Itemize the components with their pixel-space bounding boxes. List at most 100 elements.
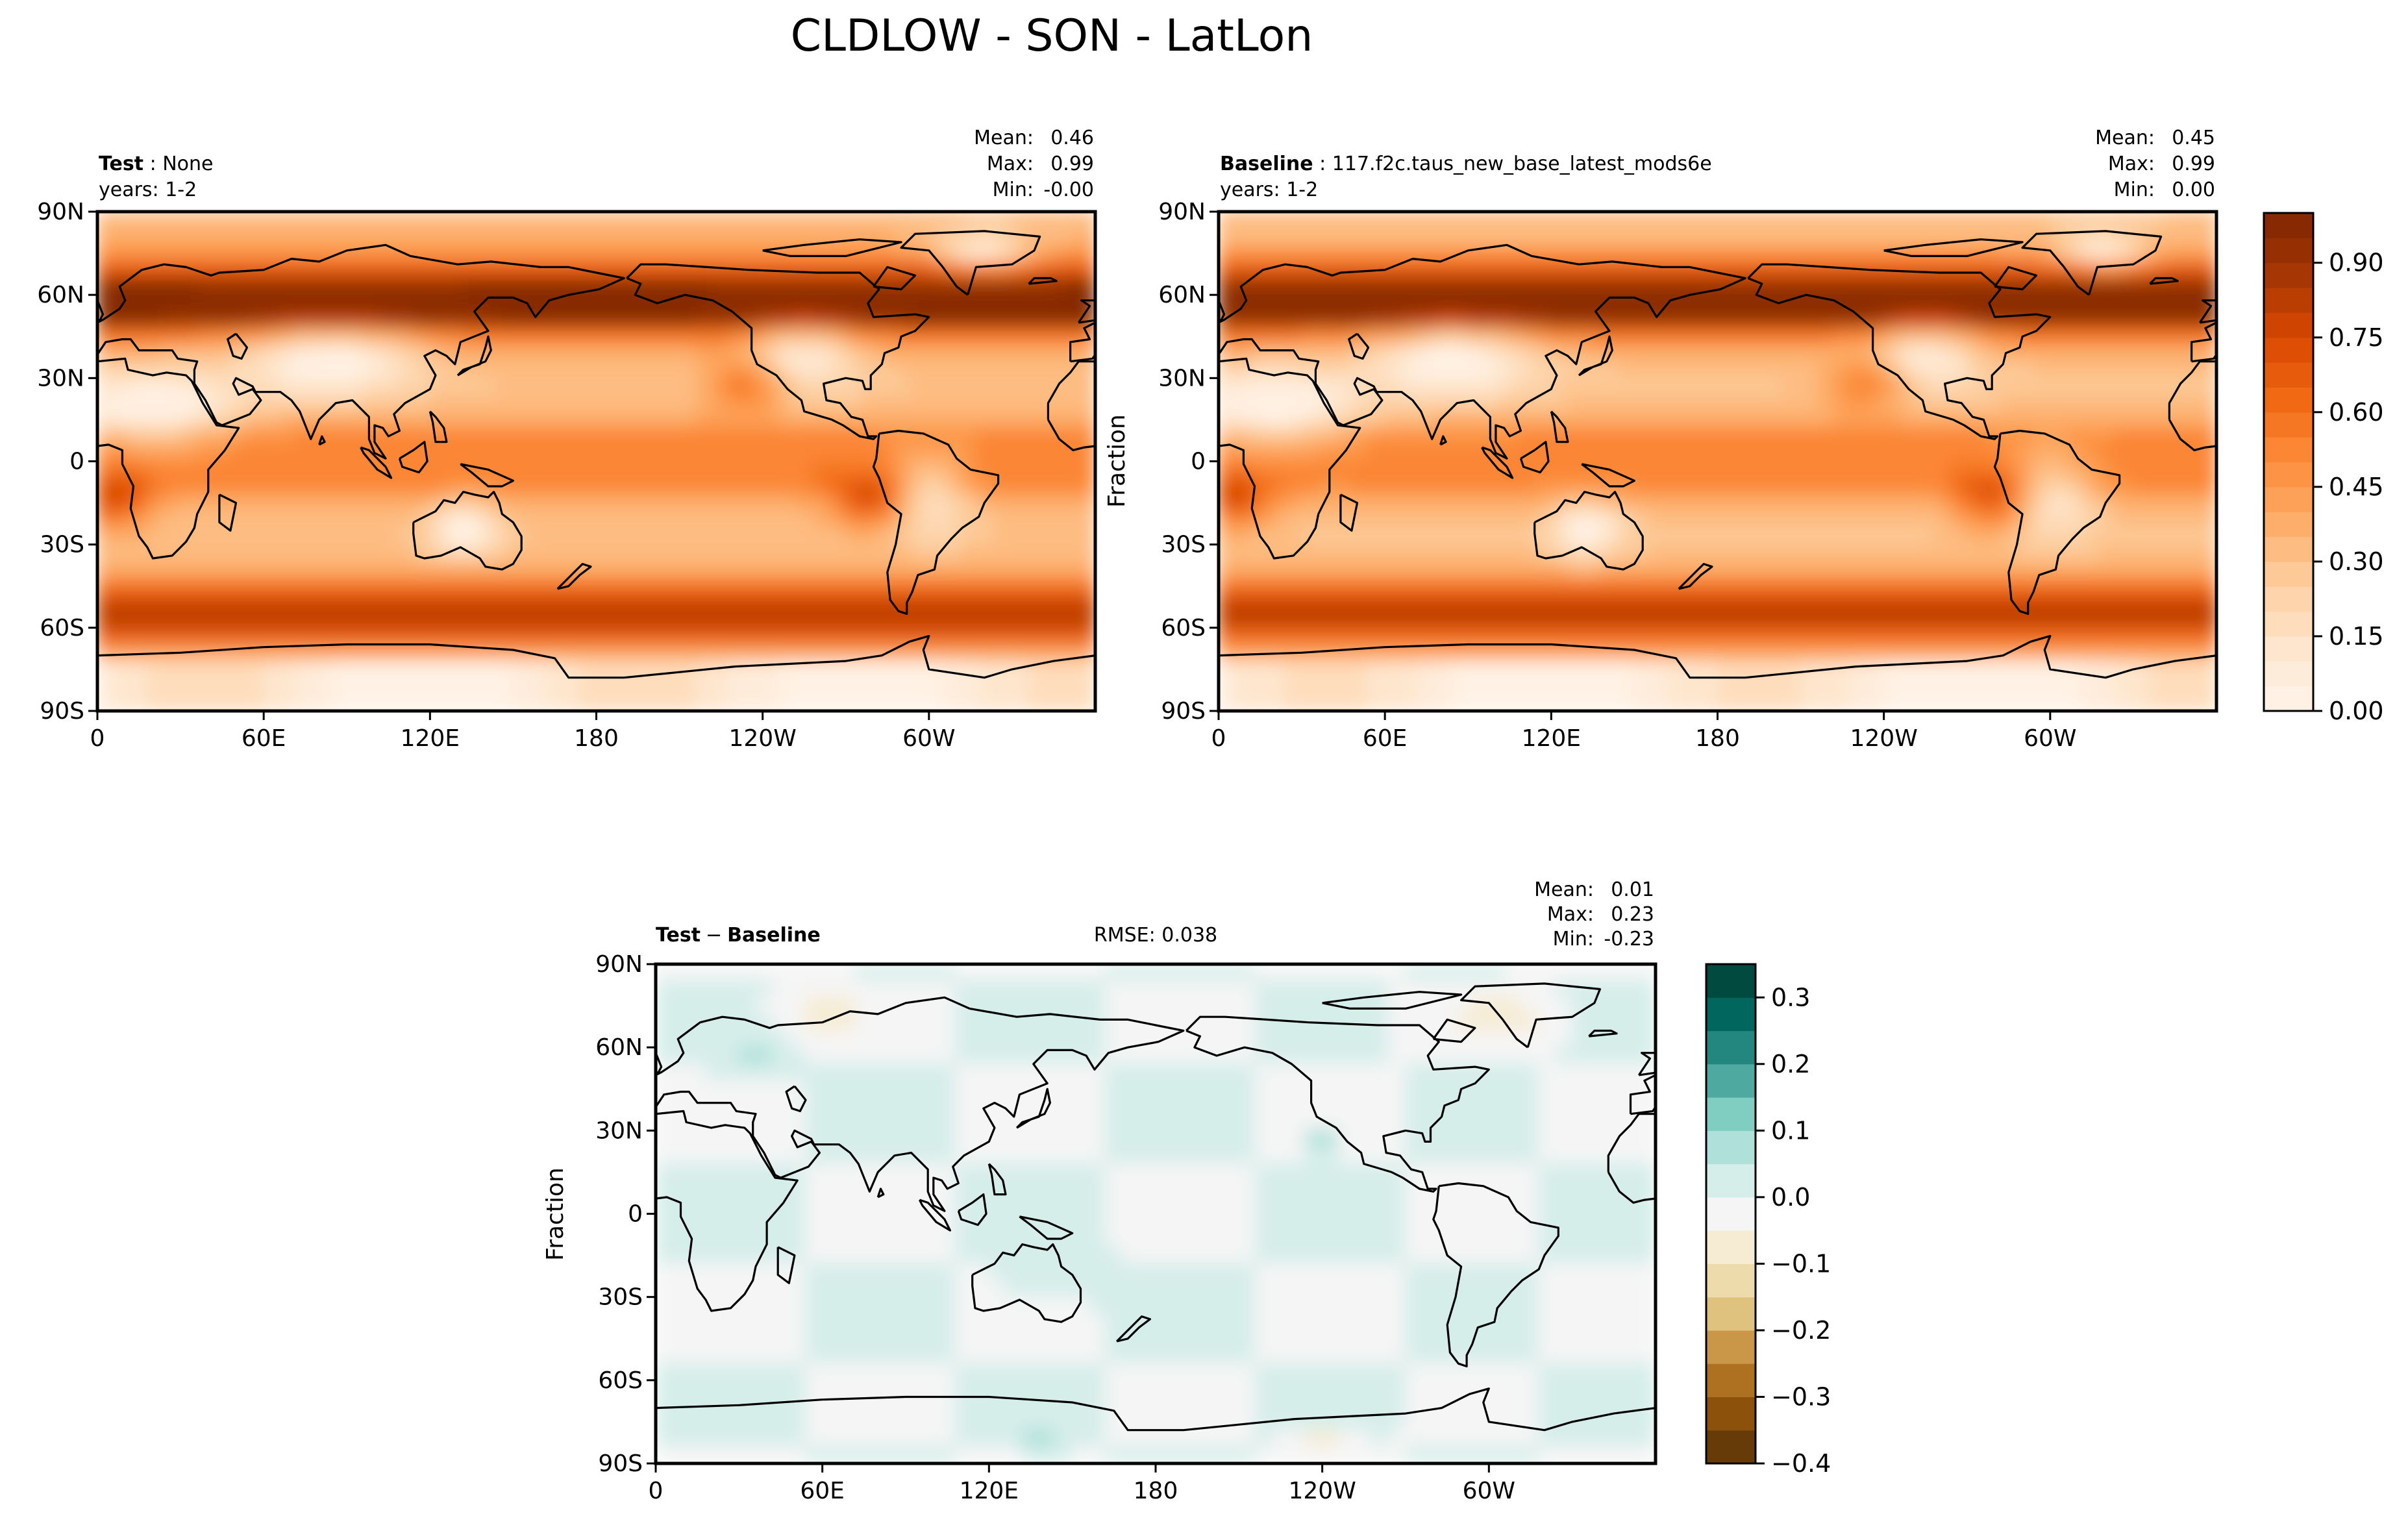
test-field-cell — [279, 610, 298, 628]
diff-field-cell — [1205, 1196, 1223, 1215]
diff-field-cell — [705, 1030, 723, 1049]
test-field-cell — [1045, 227, 1063, 246]
test-field-cell — [246, 627, 265, 645]
diff-field-cell — [821, 1280, 840, 1298]
baseline-field-cell — [1384, 560, 1402, 578]
test-field-cell — [578, 377, 597, 395]
test-lat-tick-label: 0 — [69, 449, 84, 475]
test-field-cell — [762, 677, 780, 695]
baseline-field-cell — [1500, 260, 1519, 279]
test-field-cell — [529, 627, 547, 645]
baseline-field-cell — [1367, 227, 1386, 246]
diff-field-cell — [1521, 1196, 1540, 1215]
baseline-field-cell — [2066, 260, 2084, 279]
test-field-cell — [662, 394, 680, 412]
test-field-cell — [795, 260, 813, 279]
diff-field-cell — [1188, 964, 1206, 982]
baseline-field-cell — [1234, 244, 1253, 262]
baseline-field-cell — [2132, 460, 2151, 479]
baseline-field-cell — [1417, 660, 1435, 678]
baseline-field-cell — [2000, 310, 2018, 329]
test-field-cell — [895, 493, 913, 512]
test-lat-tick-label: 60S — [40, 615, 84, 641]
test-field-cell — [130, 443, 148, 462]
baseline-field-cell — [1567, 427, 1585, 445]
baseline-field-cell — [1500, 660, 1519, 678]
baseline-field-cell — [1916, 294, 1935, 312]
test-field-cell — [828, 677, 847, 695]
baseline-field-cell — [1783, 310, 1802, 329]
baseline-field-cell — [1733, 244, 1752, 262]
baseline-field-cell — [2149, 577, 2168, 595]
test-field-cell — [612, 677, 630, 695]
baseline-field-cell — [1817, 543, 1835, 562]
diff-field-cell — [1238, 1213, 1256, 1232]
baseline-field-cell — [1683, 344, 1702, 362]
test-field-cell — [1028, 294, 1047, 312]
baseline-field-cell — [1717, 593, 1735, 612]
baseline-field-cell — [1384, 360, 1402, 379]
test-panel-label: Test : None — [99, 153, 214, 175]
baseline-field-cell — [1417, 212, 1435, 229]
diff-field-cell — [1421, 1246, 1440, 1265]
test-field-cell — [346, 344, 364, 362]
baseline-field-cell — [1251, 593, 1269, 612]
diff-field-cell — [1005, 1147, 1023, 1165]
baseline-field-cell — [1733, 510, 1752, 528]
diff-field-cell — [855, 1113, 873, 1132]
baseline-field-cell — [1267, 227, 1286, 246]
diff-field-cell — [1388, 1113, 1406, 1132]
test-field-cell — [545, 277, 564, 296]
test-field-cell — [1011, 294, 1030, 312]
diff-field-cell — [1638, 1030, 1656, 1049]
baseline-field-cell — [1833, 643, 1852, 662]
diff-field-cell — [1505, 1047, 1523, 1065]
diff-field-cell — [1388, 1180, 1406, 1198]
test-field-cell — [628, 643, 647, 662]
test-field-cell — [812, 294, 830, 312]
diff-min-value: -0.23 — [1604, 928, 1654, 951]
baseline-field-cell — [2166, 560, 2184, 578]
test-field-cell — [545, 693, 564, 711]
baseline-field-cell — [1219, 460, 1236, 479]
test-field-cell — [379, 643, 398, 662]
test-field-cell — [462, 460, 481, 479]
test-field-cell — [1011, 377, 1030, 395]
diff-field-cell — [1588, 1113, 1606, 1132]
diff-field-cell — [1438, 1180, 1456, 1198]
test-field-cell — [429, 477, 447, 495]
baseline-field-cell — [2099, 677, 2118, 695]
test-field-cell — [978, 460, 997, 479]
test-field-cell — [180, 294, 198, 312]
test-field-cell — [1045, 593, 1063, 612]
baseline-field-cell — [2116, 427, 2134, 445]
test-field-cell — [995, 244, 1013, 262]
diff-field-cell — [1521, 1246, 1540, 1265]
baseline-field-cell — [1783, 643, 1802, 662]
diff-field-cell — [1455, 1230, 1473, 1248]
test-field-cell — [645, 277, 664, 296]
test-field-cell — [1045, 627, 1063, 645]
diff-field-cell — [1238, 1280, 1256, 1298]
test-field-cell — [578, 593, 597, 612]
diff-field-cell — [1488, 1196, 1506, 1215]
diff-field-cell — [1355, 1047, 1373, 1065]
test-coastline-5 — [97, 634, 1095, 679]
baseline-field-cell — [1400, 277, 1419, 296]
diff-field-cell — [1271, 1196, 1290, 1215]
test-field-cell — [163, 294, 182, 312]
test-field-cell — [795, 344, 813, 362]
baseline-field-cell — [1900, 560, 1918, 578]
test-field-cell — [762, 327, 780, 345]
test-field-cell — [628, 460, 647, 479]
diff-field-cell — [1255, 1130, 1273, 1148]
baseline-field-cell — [1950, 443, 1968, 462]
test-field-cell — [512, 344, 530, 362]
test-field-cell — [862, 344, 880, 362]
test-field-cell — [928, 577, 947, 595]
diff-field-cell — [1588, 1246, 1606, 1265]
test-field-cell — [97, 527, 115, 545]
baseline-field-cell — [1966, 443, 1985, 462]
test-field-cell — [945, 294, 963, 312]
baseline-ylabel: Fraction — [1104, 414, 1130, 508]
